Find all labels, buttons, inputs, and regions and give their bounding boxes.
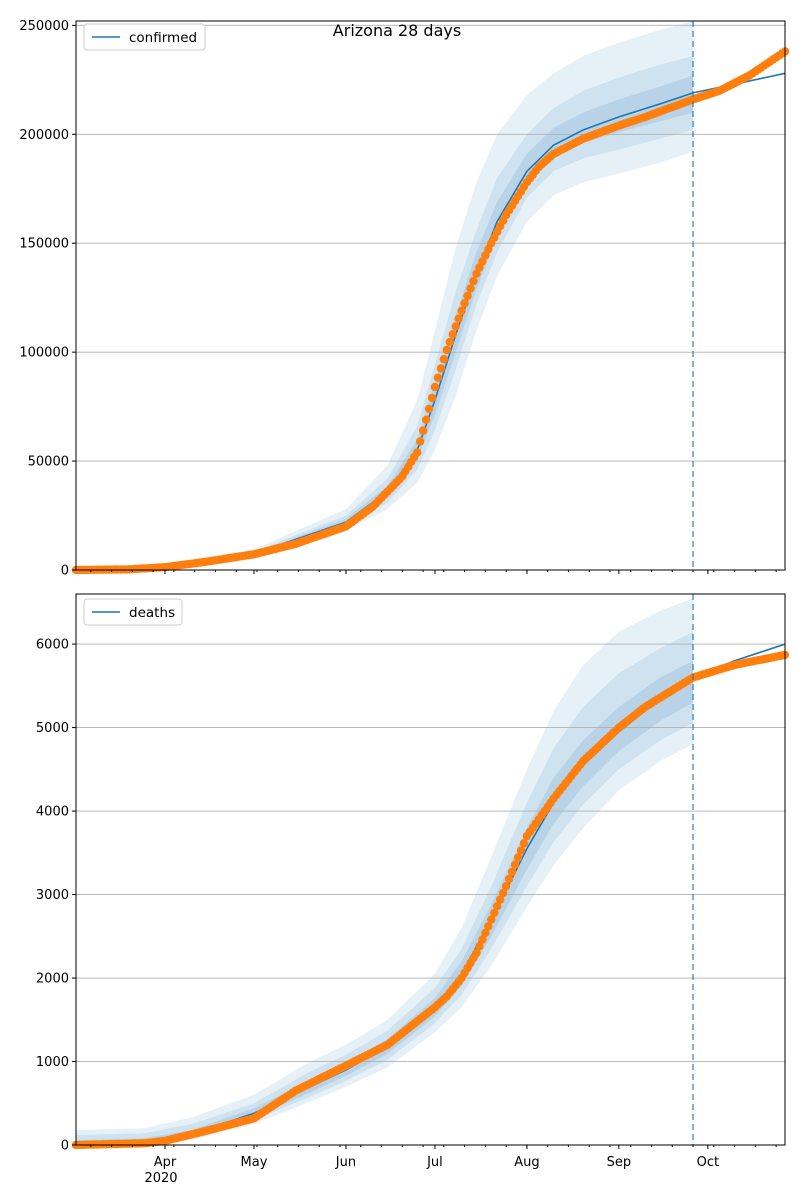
observed-point — [496, 895, 505, 904]
observed-point — [513, 853, 523, 862]
observed-point — [475, 942, 484, 951]
observed-point — [430, 382, 440, 392]
axes-frame-deaths — [75, 593, 786, 1146]
y-tick-deaths: 3000 — [36, 888, 69, 903]
y-tick-deaths: 2000 — [36, 972, 69, 987]
axes-deaths: 0 1000 2000 3000 4000 5000 6000 Apr May Jun Jul Au… — [36, 593, 790, 1186]
x-tick-label: May — [241, 1155, 268, 1170]
confidence-bands-deaths — [76, 598, 693, 1145]
legend-deaths: deaths — [83, 598, 183, 626]
y-tick-confirmed: 200000 — [19, 128, 69, 143]
observed-point — [448, 330, 457, 339]
axes-frame-confirmed — [75, 20, 786, 571]
observed-point — [504, 874, 514, 884]
legend-box-deaths — [83, 598, 183, 626]
x-tick-label: Jul — [426, 1155, 443, 1170]
y-tick-deaths: 6000 — [36, 638, 69, 653]
observed-point — [460, 299, 469, 308]
y-tick-deaths: 5000 — [36, 721, 69, 736]
observed-point — [413, 448, 422, 457]
band-outer — [76, 598, 693, 1145]
observed-points-confirmed — [71, 47, 790, 575]
observed-point — [463, 291, 472, 301]
x-year-label: 2020 — [144, 1171, 177, 1186]
observed-point — [501, 882, 511, 891]
band-middle — [76, 55, 693, 570]
chart-title: Arizona 28 days — [333, 21, 461, 40]
observed-point — [457, 306, 466, 315]
x-ticks-confirmed — [90, 570, 777, 574]
legend-label-deaths: deaths — [129, 605, 175, 621]
observed-point — [519, 839, 529, 848]
observed-points-deaths — [71, 650, 790, 1150]
x-tick-label: Sep — [607, 1155, 632, 1170]
x-tick-label: Apr — [154, 1155, 177, 1170]
observed-point — [510, 860, 520, 869]
observed-point — [415, 437, 425, 446]
observed-point — [442, 345, 451, 355]
observed-point — [454, 314, 463, 323]
observed-point — [439, 355, 448, 364]
observed-point — [466, 284, 475, 293]
observed-point — [481, 928, 490, 938]
legend-box-confirmed — [83, 23, 206, 51]
observed-point — [451, 322, 460, 331]
confidence-bands-confirmed — [76, 21, 693, 570]
observed-point — [487, 915, 496, 924]
y-ticks-confirmed: 0 50000 100000 150000 200000 250000 — [19, 19, 76, 579]
observed-point — [445, 337, 454, 347]
x-tick-label: Aug — [514, 1155, 539, 1170]
observed-point — [436, 364, 446, 373]
y-tick-confirmed: 100000 — [19, 346, 69, 361]
band-inner — [76, 660, 693, 1145]
observed-point — [421, 415, 431, 424]
x-ticks-deaths: Apr May Jun Jul Aug Sep Oct — [90, 1145, 777, 1170]
observed-point — [516, 846, 526, 855]
band-outer — [76, 21, 693, 570]
observed-point — [433, 373, 443, 382]
observed-point — [469, 276, 478, 286]
observed-point — [499, 888, 508, 898]
observed-point — [478, 935, 487, 944]
observed-point — [424, 404, 434, 413]
y-tick-deaths: 1000 — [36, 1055, 69, 1070]
observed-point — [507, 867, 517, 877]
observed-point — [418, 426, 428, 435]
legend-confirmed: confirmed — [83, 23, 206, 51]
observed-point — [472, 948, 481, 958]
x-tick-label: Oct — [697, 1155, 719, 1170]
legend-label-confirmed: confirmed — [129, 30, 197, 46]
y-tick-deaths: 4000 — [36, 805, 69, 820]
y-tick-confirmed: 0 — [61, 564, 69, 579]
y-tick-deaths: 0 — [61, 1139, 69, 1154]
grid-deaths — [76, 643, 785, 1062]
axes-confirmed: 0 50000 100000 150000 200000 250000 Arizona 2… — [19, 19, 790, 579]
y-tick-confirmed: 150000 — [19, 237, 69, 252]
y-tick-confirmed: 250000 — [19, 19, 69, 34]
observed-point — [427, 393, 437, 403]
y-tick-confirmed: 50000 — [28, 455, 69, 470]
x-tick-label: Jun — [335, 1155, 356, 1170]
observed-point — [490, 908, 499, 918]
y-ticks-deaths: 0 1000 2000 3000 4000 5000 6000 — [36, 638, 76, 1154]
observed-point — [484, 922, 493, 931]
observed-point — [493, 902, 502, 911]
